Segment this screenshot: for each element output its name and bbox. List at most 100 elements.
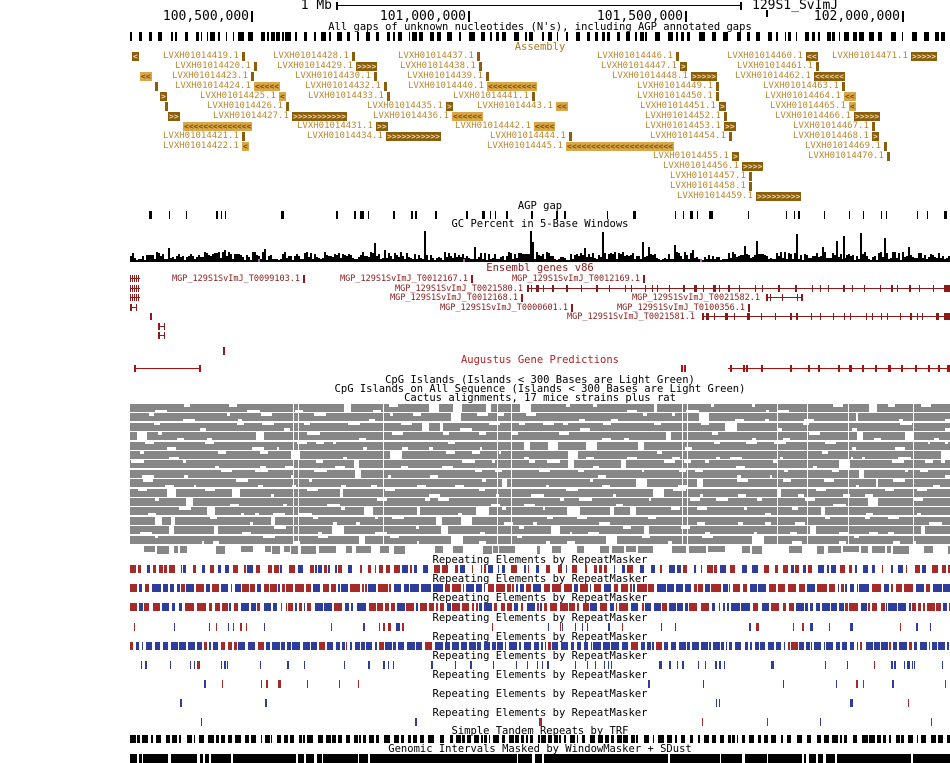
assembly-item-label[interactable]: LVXH01014457.1 <box>670 171 746 181</box>
assembly-item-label[interactable]: LVXH01014454.1 <box>650 131 726 141</box>
assembly-item-label[interactable]: LVXH01014444.1 <box>490 131 566 141</box>
ensembl-gene-label[interactable]: MGP_129S1SvImJ_T0000601.1 <box>440 302 568 313</box>
assembly-item-label[interactable]: LVXH01014436.1 <box>373 111 449 121</box>
assembly-item-label[interactable]: LVXH01014440.1 <box>408 81 484 91</box>
assembly-item-label[interactable]: LVXH01014470.1 <box>808 151 884 161</box>
track-title-gaps[interactable]: All gaps of unknown nucleotides (N's), i… <box>328 21 752 33</box>
ensembl-gene-label[interactable]: MGP_129S1SvImJ_T0021581.1 <box>567 312 695 322</box>
ensembl-gene-label[interactable]: MGP_129S1SvImJ_T0012167.1 <box>340 274 468 284</box>
ensembl-gene-label[interactable]: MGP_129S1SvImJ_T0021580.1 <box>395 283 523 294</box>
assembly-item-label[interactable]: LVXH01014445.1 <box>487 141 563 151</box>
assembly-item-label[interactable]: LVXH01014433.1 <box>308 91 384 101</box>
track-title-cpg-islands-all[interactable]: CpG Islands on All Sequence (Islands < 3… <box>334 383 746 395</box>
assembly-item-label[interactable]: LVXH01014450.1 <box>637 91 713 101</box>
assembly-item-label[interactable]: LVXH01014420.1 <box>175 61 251 71</box>
track-title-trf[interactable]: Simple Tandem Repeats by TRF <box>451 725 629 737</box>
assembly-item-label[interactable]: LVXH01014438.1 <box>400 61 476 71</box>
assembly-item-arrows[interactable]: <<<<<< <box>452 112 483 121</box>
assembly-item-arrows[interactable]: >>>>> <box>911 52 938 61</box>
assembly-item-arrows[interactable]: >> <box>168 112 180 121</box>
assembly-item-label[interactable]: LVXH01014446.1 <box>597 51 673 61</box>
assembly-item-arrows[interactable]: <<<< <box>534 122 556 131</box>
assembly-item-arrows[interactable]: >>>> <box>742 162 764 171</box>
assembly-item-label[interactable]: LVXH01014468.1 <box>793 131 869 141</box>
assembly-item-label[interactable]: LVXH01014447.1 <box>601 61 677 71</box>
assembly-item-label[interactable]: LVXH01014424.1 <box>175 81 251 91</box>
assembly-item-label[interactable]: LVXH01014460.1 <box>727 51 803 61</box>
track-title-repeatmasker[interactable]: Repeating Elements by RepeatMasker <box>432 573 648 585</box>
assembly-item-label[interactable]: LVXH01014463.1 <box>763 81 839 91</box>
assembly-item-arrows[interactable]: <<<<<<<<<<<<<<<<<<<<<< <box>566 142 674 151</box>
assembly-item-arrows[interactable]: > <box>446 102 453 111</box>
assembly-item-label[interactable]: LVXH01014442.1 <box>455 121 531 131</box>
track-title-cactus[interactable]: Cactus alignments, 17 mice strains plus … <box>404 392 676 404</box>
assembly-item-arrows[interactable]: <<<<<<<<<< <box>487 82 538 91</box>
track-title-repeatmasker[interactable]: Repeating Elements by RepeatMasker <box>432 612 648 624</box>
track-title-repeatmasker[interactable]: Repeating Elements by RepeatMasker <box>432 650 648 662</box>
assembly-item-label[interactable]: LVXH01014453.1 <box>645 121 721 131</box>
track-title-cpg-islands[interactable]: CpG Islands (Islands < 300 Bases are Lig… <box>385 374 695 386</box>
ensembl-gene-label[interactable]: MGP_129S1SvImJ_T0012169.1 <box>512 274 640 284</box>
assembly-item-label[interactable]: LVXH01014469.1 <box>805 141 881 151</box>
assembly-item-label[interactable]: LVXH01014441.1 <box>453 91 529 101</box>
track-title-repeatmasker[interactable]: Repeating Elements by RepeatMasker <box>432 631 648 643</box>
assembly-item-arrows[interactable]: <<<<<<<<<<<<<< <box>183 122 253 131</box>
track-title-repeatmasker[interactable]: Repeating Elements by RepeatMasker <box>432 688 648 700</box>
track-title-repeatmasker[interactable]: Repeating Elements by RepeatMasker <box>432 554 648 566</box>
assembly-item-label[interactable]: LVXH01014443.1 <box>477 101 553 111</box>
assembly-item-label[interactable]: LVXH01014458.1 <box>670 181 746 191</box>
assembly-item-arrows[interactable]: > <box>872 132 879 141</box>
assembly-item-arrows[interactable]: >>>>>>>>> <box>756 192 802 201</box>
assembly-item-arrows[interactable]: << <box>140 72 152 81</box>
assembly-item-arrows[interactable]: > <box>719 102 726 111</box>
assembly-item-label[interactable]: LVXH01014464.1 <box>765 91 841 101</box>
track-title-repeatmasker[interactable]: Repeating Elements by RepeatMasker <box>432 669 648 681</box>
assembly-item-arrows[interactable]: < <box>132 52 139 61</box>
track-title-windowmasker[interactable]: Genomic Intervals Masked by WindowMasker… <box>388 743 692 755</box>
track-title-gc-percent[interactable]: GC Percent in 5-Base Windows <box>451 218 629 230</box>
assembly-item-arrows[interactable]: << <box>844 92 856 101</box>
assembly-item-arrows[interactable]: > <box>160 92 167 101</box>
track-title-repeatmasker[interactable]: Repeating Elements by RepeatMasker <box>432 592 648 604</box>
assembly-item-label[interactable]: LVXH01014419.1 <box>163 51 239 61</box>
assembly-item-arrows[interactable]: >>>>>>>>>>> <box>292 112 347 121</box>
assembly-item-label[interactable]: LVXH01014456.1 <box>663 161 739 171</box>
assembly-item-label[interactable]: LVXH01014466.1 <box>775 111 851 121</box>
assembly-item-arrows[interactable]: > <box>732 152 739 161</box>
track-title-agp-gap[interactable]: AGP gap <box>517 200 563 212</box>
assembly-item-arrows[interactable]: > <box>680 62 687 71</box>
assembly-item-label[interactable]: LVXH01014423.1 <box>172 71 248 81</box>
assembly-item-label[interactable]: LVXH01014430.1 <box>295 71 371 81</box>
assembly-item-label[interactable]: LVXH01014452.1 <box>645 111 721 121</box>
assembly-item-label[interactable]: LVXH01014462.1 <box>735 71 811 81</box>
assembly-item-label[interactable]: LVXH01014428.1 <box>273 51 349 61</box>
assembly-item-arrows[interactable]: < <box>849 102 856 111</box>
assembly-item-label[interactable]: LVXH01014432.1 <box>305 81 381 91</box>
assembly-item-label[interactable]: LVXH01014435.1 <box>367 101 443 111</box>
assembly-item-arrows[interactable]: >>>> <box>356 62 378 71</box>
assembly-item-label[interactable]: LVXH01014431.1 <box>297 121 373 131</box>
assembly-item-label[interactable]: LVXH01014451.1 <box>640 101 716 111</box>
assembly-item-label[interactable]: LVXH01014439.1 <box>407 71 483 81</box>
ensembl-gene-label[interactable]: MGP_129S1SvImJ_T0021582.1 <box>632 293 760 303</box>
assembly-item-label[interactable]: LVXH01014459.1 <box>677 191 753 201</box>
assembly-item-label[interactable]: LVXH01014461.1 <box>737 61 813 71</box>
track-title-repeatmasker[interactable]: Repeating Elements by RepeatMasker <box>432 707 648 719</box>
assembly-item-arrows[interactable]: >>>>> <box>854 112 881 121</box>
assembly-item-label[interactable]: LVXH01014449.1 <box>637 81 713 91</box>
assembly-item-label[interactable]: LVXH01014426.1 <box>207 101 283 111</box>
assembly-item-arrows[interactable]: < <box>242 142 249 151</box>
